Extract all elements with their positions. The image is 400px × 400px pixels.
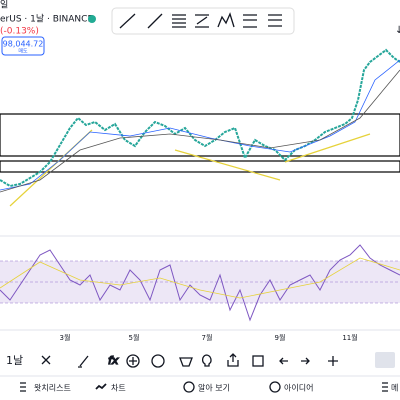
price-sub: 매도: [18, 48, 28, 55]
price-chart: ↓: [0, 25, 400, 207]
share-button[interactable]: [375, 352, 395, 368]
nav-item[interactable]: 아이디어: [284, 383, 313, 393]
nav-item[interactable]: 메: [391, 384, 398, 393]
drawing-toolbar: [111, 7, 295, 35]
rsi-panel: [0, 235, 400, 322]
svg-text:fx: fx: [108, 354, 119, 367]
nav-item[interactable]: 알아 보기: [198, 383, 230, 393]
interval-top: 일: [0, 0, 8, 11]
price: 98,044.72: [3, 40, 44, 49]
nav-icons: [20, 381, 388, 393]
chart-tools[interactable]: fx: [41, 353, 338, 368]
scale-arrow: ↓: [395, 25, 400, 36]
x-tick-label: 9월: [275, 333, 286, 342]
symbol[interactable]: erUS · 1날 · BINANCE: [0, 14, 93, 25]
x-tick-label: 3월: [60, 333, 71, 342]
x-tick-label: 5월: [129, 333, 140, 342]
price-change: (-0.13%): [0, 27, 39, 37]
interval-button[interactable]: 1날: [6, 354, 23, 367]
nav-item[interactable]: 차트: [111, 384, 126, 393]
x-tick-label: 11월: [342, 333, 357, 342]
price-box[interactable]: [1, 36, 45, 56]
nav-item[interactable]: 왓치리스트: [34, 384, 71, 393]
market-status: [88, 15, 96, 23]
drawing-tools[interactable]: [119, 12, 282, 29]
x-tick-label: 7월: [202, 333, 213, 342]
